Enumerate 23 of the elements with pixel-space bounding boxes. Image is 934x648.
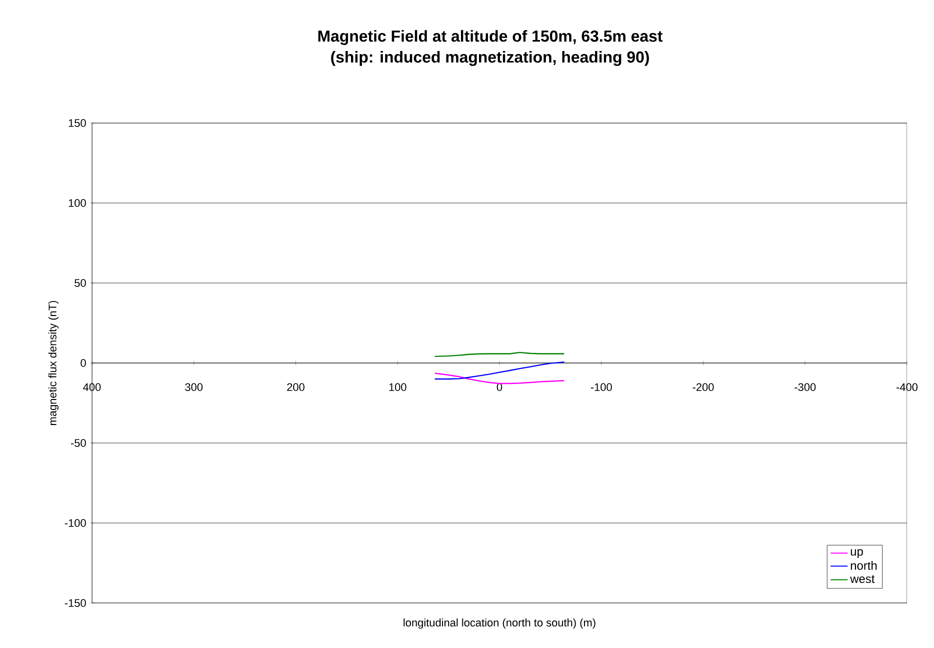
x-tick-label: 300 [185,383,203,392]
x-axis-title: longitudinal location (north to south) (m) [404,618,596,629]
y-axis-title: magnetic flux density (nT) [48,300,59,425]
x-tick-label: -300 [794,383,816,392]
y-tick-label: 50 [74,279,86,287]
x-tick-label: -100 [590,383,612,392]
x-tick-label: 200 [287,383,304,392]
x-tick-label: -200 [692,383,714,392]
x-tick-label: -400 [896,383,918,392]
y-tick-label: -100 [64,519,86,527]
y-tick-label: 100 [68,199,86,207]
y-tick-label: -150 [64,599,86,607]
y-tick-label: 150 [68,119,86,127]
line-series [434,361,565,380]
x-tick-label: 100 [389,383,406,392]
y-tick-label: 0 [80,359,86,367]
line-series [434,372,565,384]
y-tick-label: -50 [70,439,86,447]
legend-label: up [850,549,863,558]
legend-label: west [850,575,875,584]
legend-label: north [850,561,877,570]
chart-subtitle: (ship: induced magnetization, heading 90) [331,50,649,66]
chart-title: Magnetic Field at altitude of 150m, 63.5m east [318,30,663,45]
